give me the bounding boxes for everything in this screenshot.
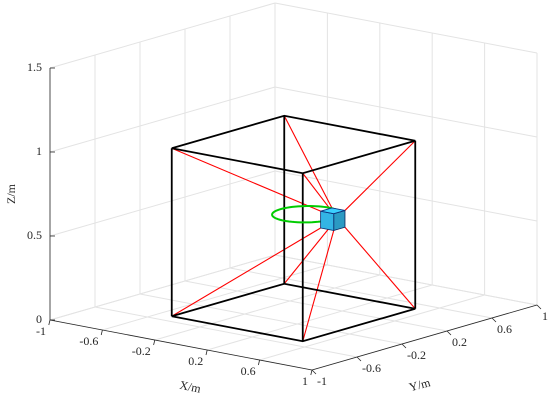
z-tick-label: 1 [36,144,42,158]
x-axis [49,319,313,371]
platform-face [320,207,346,215]
grid-line [94,306,358,358]
y-axis [311,304,538,371]
frame-edge [171,114,416,175]
y-tick [491,317,497,323]
grid-line [49,170,276,237]
z-tick-label: 0 [36,312,42,326]
cable [283,224,333,285]
x-tick-label: -0.2 [132,344,151,358]
x-tick [153,339,156,346]
grid-line [184,280,448,332]
grid-line [274,254,538,306]
y-tick-label: 0.2 [452,335,467,349]
y-tick [356,356,362,362]
z-tick-label: 0.5 [27,228,42,242]
x-tick-label: 0.2 [188,354,203,368]
y-tick-label: -0.2 [407,348,426,362]
data-layer [170,114,417,343]
grid-line [274,86,538,138]
x-tick [100,329,103,336]
x-tick-label: 0.6 [241,364,256,378]
x-tick [258,359,260,366]
cable [344,140,416,211]
grid-line [274,2,538,54]
z-tick-label: 1.5 [27,60,42,74]
y-tick-label: -0.6 [362,361,381,375]
y-tick [401,343,407,349]
grid-line [49,86,276,153]
x-tick [205,349,208,356]
x-tick [48,319,51,326]
x-axis-label: X/m [178,378,202,396]
grid-layer [48,2,542,376]
grid-line [139,293,403,345]
frame-edge [171,282,416,343]
y-tick-label: 1 [542,309,548,323]
cable [344,226,416,310]
cable [171,147,321,212]
x-tick [310,369,313,376]
y-tick [311,369,317,375]
y-axis-label: Y/m [408,375,433,394]
grid-line [154,274,380,341]
cable [171,227,321,317]
grid-line [274,170,538,222]
x-tick-label: -0.6 [79,334,98,348]
grid-line [102,264,328,331]
grid-line [259,294,485,361]
cable [283,115,333,209]
grid-line [207,284,433,351]
platform-face [320,210,335,231]
z-axis-label: Z/m [4,183,18,204]
y-tick [446,330,452,336]
x-tick-label: 1 [302,374,308,388]
x-tick-label: -1 [36,324,46,338]
y-tick-label: -1 [317,374,327,388]
y-tick [536,304,542,310]
cable [302,230,335,342]
grid-line [49,2,276,69]
grid-line [229,267,493,319]
grid-line [49,254,276,321]
y-tick-label: 0.6 [497,322,512,336]
